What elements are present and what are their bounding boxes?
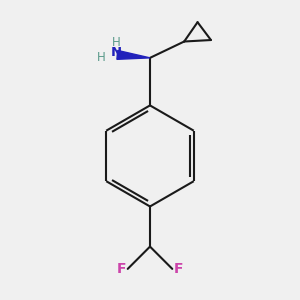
Text: H: H	[111, 36, 120, 49]
Text: F: F	[117, 262, 127, 276]
Text: N: N	[110, 46, 122, 59]
Polygon shape	[117, 50, 150, 59]
Text: F: F	[173, 262, 183, 276]
Text: H: H	[97, 51, 105, 64]
